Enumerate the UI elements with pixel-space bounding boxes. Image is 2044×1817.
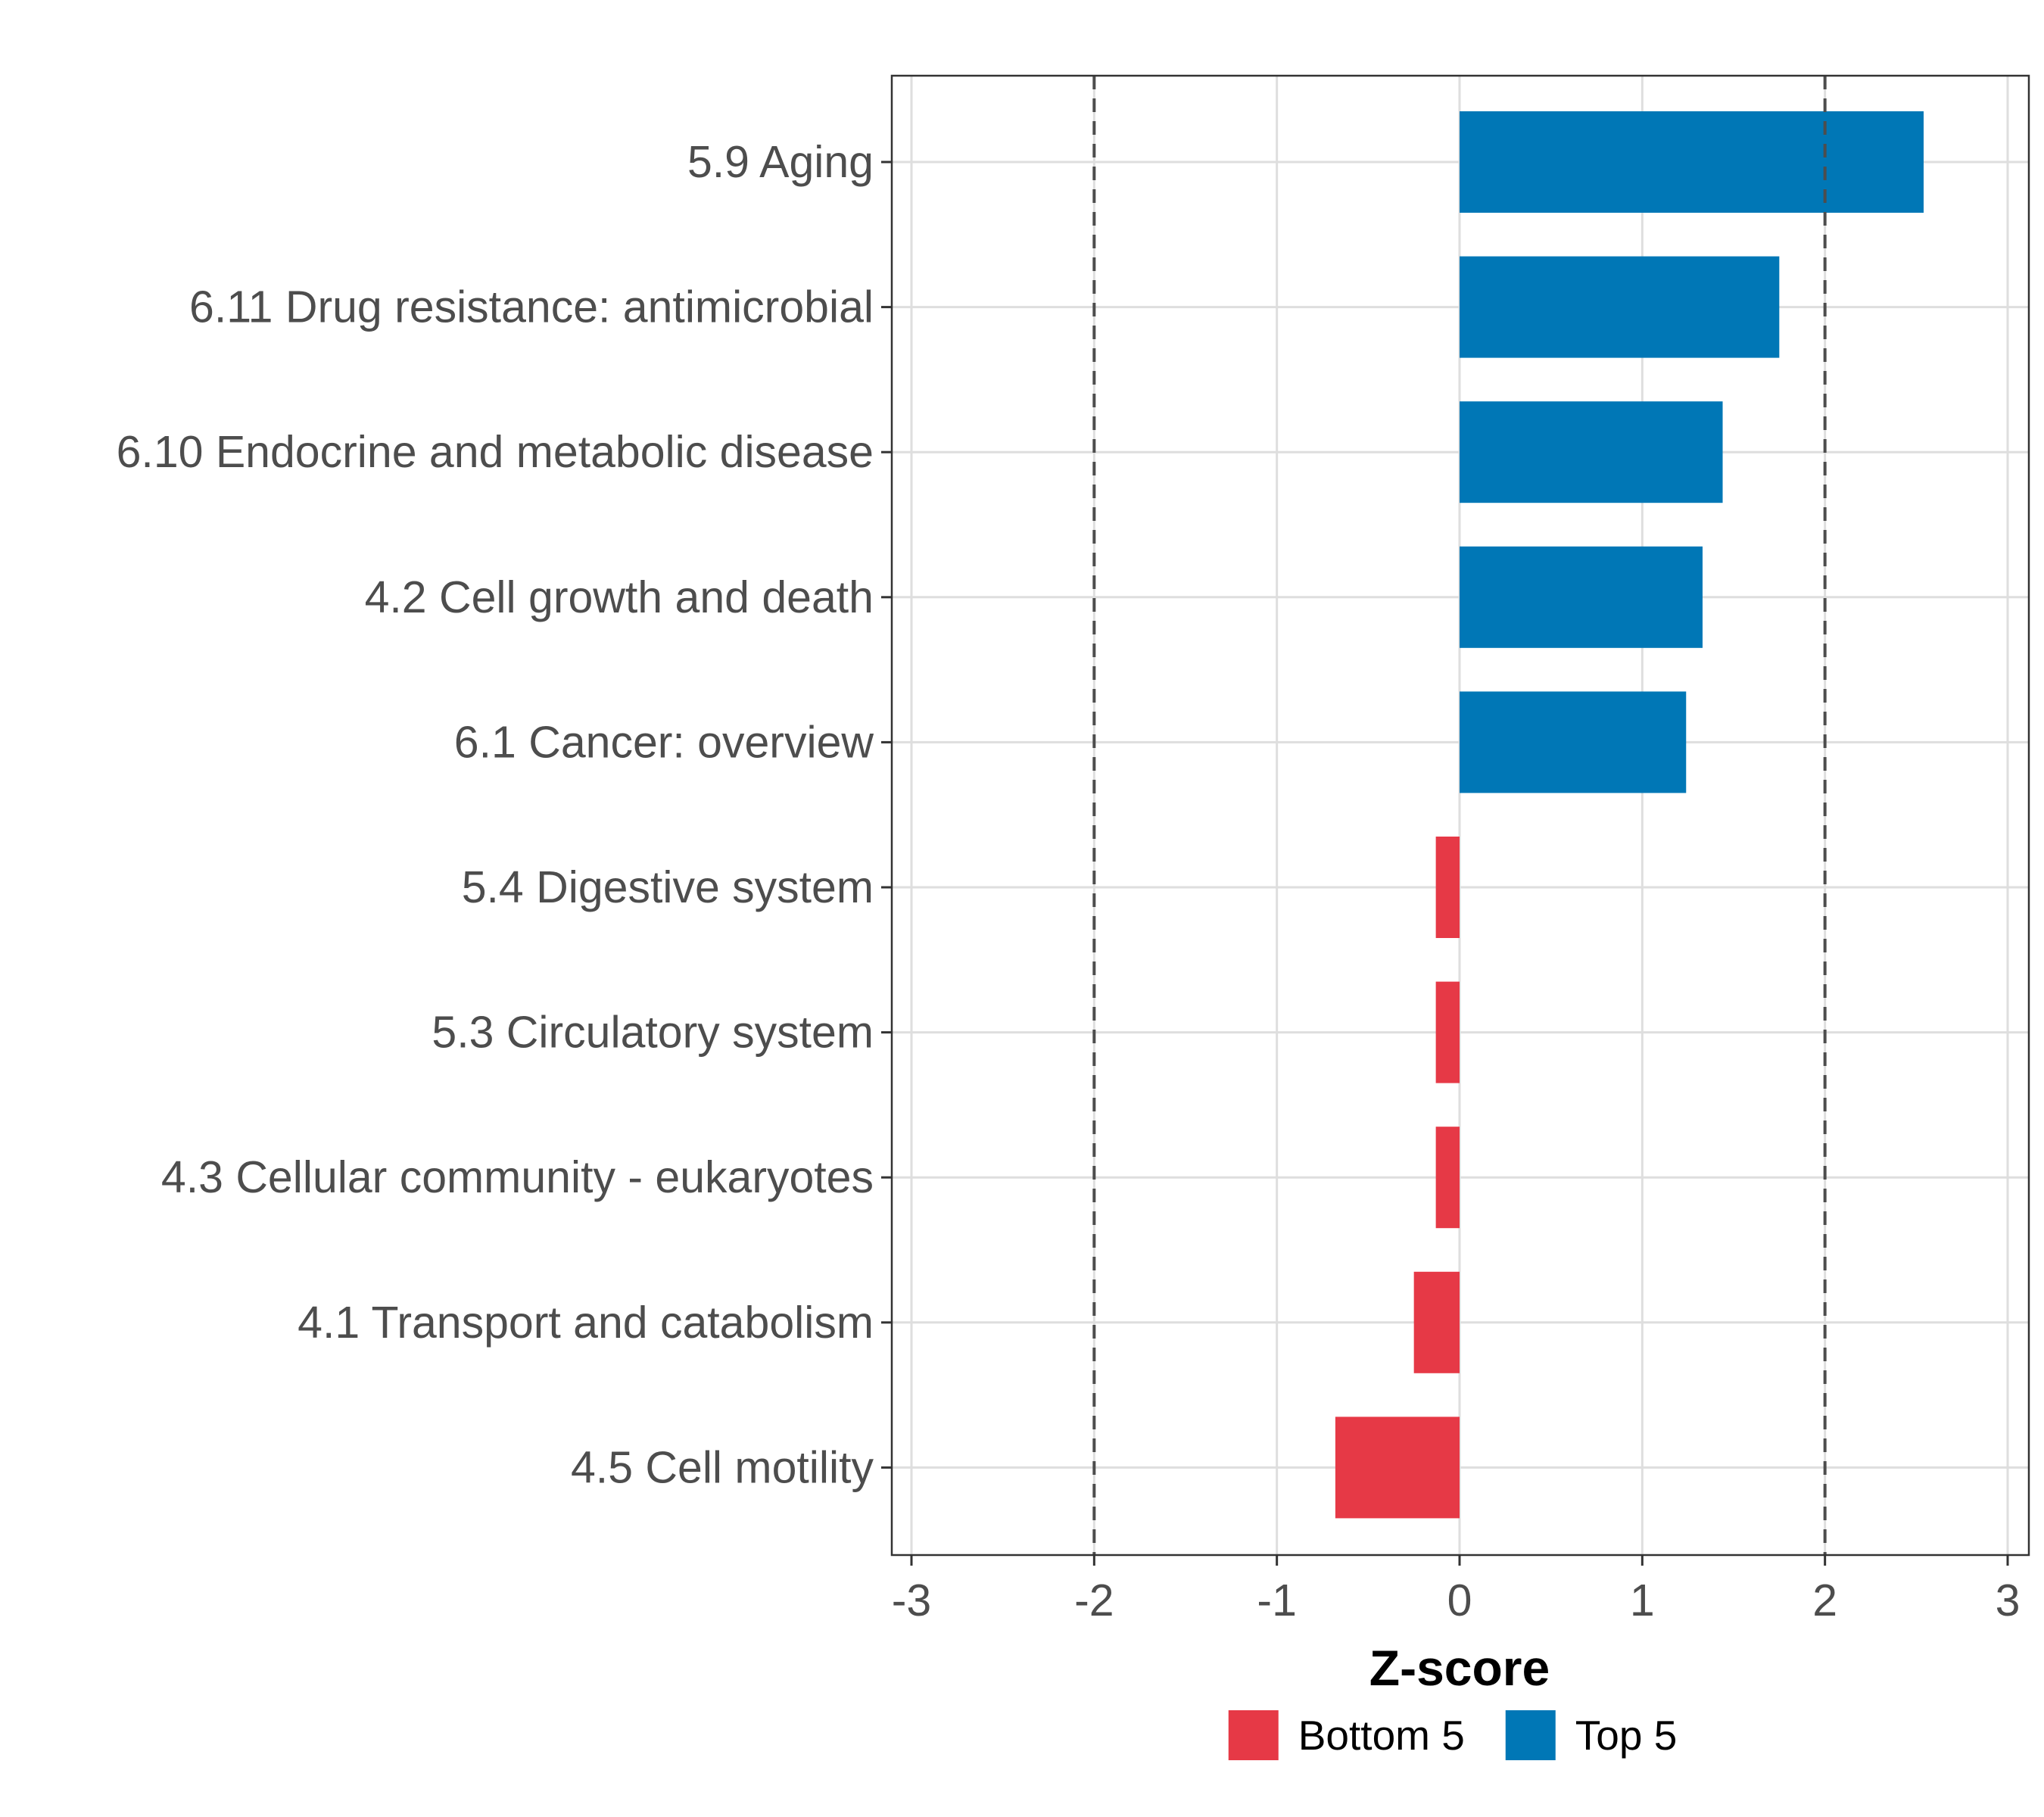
bar-4 [1460, 546, 1703, 648]
legend-label: Bottom 5 [1298, 1712, 1465, 1759]
category-label: 5.3 Circulatory system [432, 1008, 874, 1058]
reference-lines [1092, 76, 1827, 1555]
x-tick-label: -2 [1074, 1575, 1114, 1625]
bar-7 [1435, 981, 1460, 1083]
bar-3 [1460, 401, 1723, 503]
legend-key [1228, 1710, 1279, 1760]
bar-9 [1413, 1271, 1460, 1373]
legend-label: Top 5 [1575, 1712, 1678, 1759]
x-tick-label: 2 [1812, 1575, 1837, 1625]
category-label: 6.10 Endocrine and metabolic disease [117, 427, 874, 477]
x-axis-labels: -3 -2 -1 0 1 2 3 [892, 1575, 2021, 1625]
category-label: 5.9 Aging [687, 137, 874, 187]
bar-5 [1460, 691, 1687, 793]
legend: Bottom 5 Top 5 [1228, 1710, 1678, 1760]
bars-layer [1335, 111, 1924, 1519]
bar-1 [1460, 111, 1924, 213]
y-axis-labels: 5.9 Aging 6.11 Drug resistance: antimicro… [117, 137, 874, 1492]
x-tick-label: -3 [892, 1575, 931, 1625]
bar-6 [1435, 837, 1460, 938]
x-tick-label: -1 [1257, 1575, 1296, 1625]
category-label: 6.11 Drug resistance: antimicrobial [189, 282, 874, 332]
bar-2 [1460, 256, 1780, 358]
category-label: 4.5 Cell motility [571, 1442, 874, 1492]
axis-ticks [881, 161, 2009, 1566]
x-axis-title: Z-score [1369, 1640, 1550, 1696]
category-label: 5.4 Digestive system [462, 862, 874, 912]
x-tick-label: 0 [1447, 1575, 1472, 1625]
category-label: 6.1 Cancer: overview [454, 717, 874, 767]
bar-10 [1335, 1417, 1460, 1519]
category-label: 4.1 Transport and catabolism [298, 1298, 874, 1348]
legend-key [1505, 1710, 1556, 1760]
bar-8 [1435, 1127, 1460, 1229]
category-label: 4.2 Cell growth and death [365, 572, 874, 622]
x-tick-label: 1 [1630, 1575, 1655, 1625]
x-tick-label: 3 [1996, 1575, 2021, 1625]
category-label: 4.3 Cellular community - eukaryotes [161, 1152, 874, 1202]
